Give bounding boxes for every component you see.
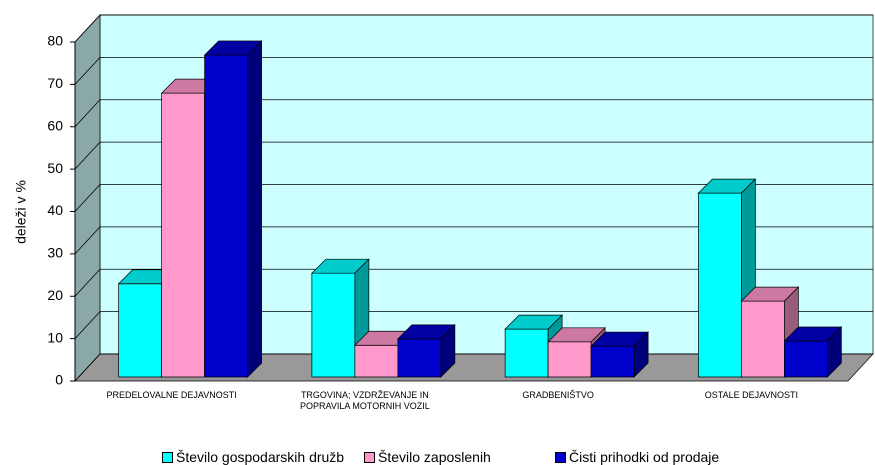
y-tick-label: 80 [47, 33, 63, 49]
legend-swatch [364, 451, 375, 463]
bar-side [247, 40, 262, 378]
bar-front [397, 338, 442, 378]
bar-front [590, 345, 635, 378]
legend-label: Število gospodarskih družb [176, 449, 345, 465]
y-tick-label: 40 [47, 202, 63, 218]
bar-front [354, 344, 399, 378]
grid-line [74, 184, 873, 212]
bar-side [633, 331, 649, 378]
bar-front [547, 341, 592, 378]
y-tick-label: 0 [55, 372, 63, 388]
bar-front [311, 272, 356, 378]
grid-line [74, 14, 873, 43]
x-tick-label: PREDELOVALNE DEJAVNOSTI [106, 390, 237, 400]
grid-line [74, 99, 873, 128]
x-tick-label: GRADBENIŠTVO [522, 390, 594, 400]
bar-front [784, 340, 828, 378]
legend-label: Čisti prihodki od prodaje [569, 449, 720, 465]
y-axis-label: deleži v % [13, 180, 29, 244]
legend-item: Število gospodarskih družb [162, 449, 344, 465]
bar [397, 324, 456, 378]
y-tick-label: 20 [47, 287, 63, 303]
bar-side [440, 324, 456, 378]
grid-line [74, 56, 873, 85]
legend-item: Število zaposlenih [364, 449, 491, 465]
grid-line [74, 268, 873, 297]
bar-side [827, 326, 842, 378]
legend-swatch [555, 451, 566, 463]
grid-line [74, 141, 873, 170]
y-tick-label: 50 [47, 160, 63, 176]
bar-front [504, 328, 549, 378]
bar [590, 331, 649, 378]
grid-line [74, 226, 873, 255]
legend-swatch [162, 451, 173, 463]
x-tick-label: OSTALE DEJAVNOSTI [704, 390, 798, 400]
legend-item: Čisti prihodki od prodaje [555, 449, 719, 465]
grid-line [74, 311, 873, 339]
bar-front [698, 192, 742, 378]
bar-front [118, 283, 162, 378]
bar-front [741, 300, 785, 378]
bar [203, 40, 263, 378]
y-tick-label: 30 [47, 245, 63, 261]
y-tick-label: 60 [47, 117, 63, 133]
y-tick-label: 10 [47, 329, 63, 345]
bar [783, 326, 843, 378]
x-tick-label: TRGOVINA; VZDRŽEVANJE IN POPRAVILA MOTOR… [300, 390, 430, 411]
legend-label: Število zaposlenih [378, 449, 491, 465]
y-tick-label: 70 [47, 75, 63, 91]
bar-front [204, 54, 248, 378]
bar [504, 314, 563, 378]
bar-front [161, 92, 205, 378]
